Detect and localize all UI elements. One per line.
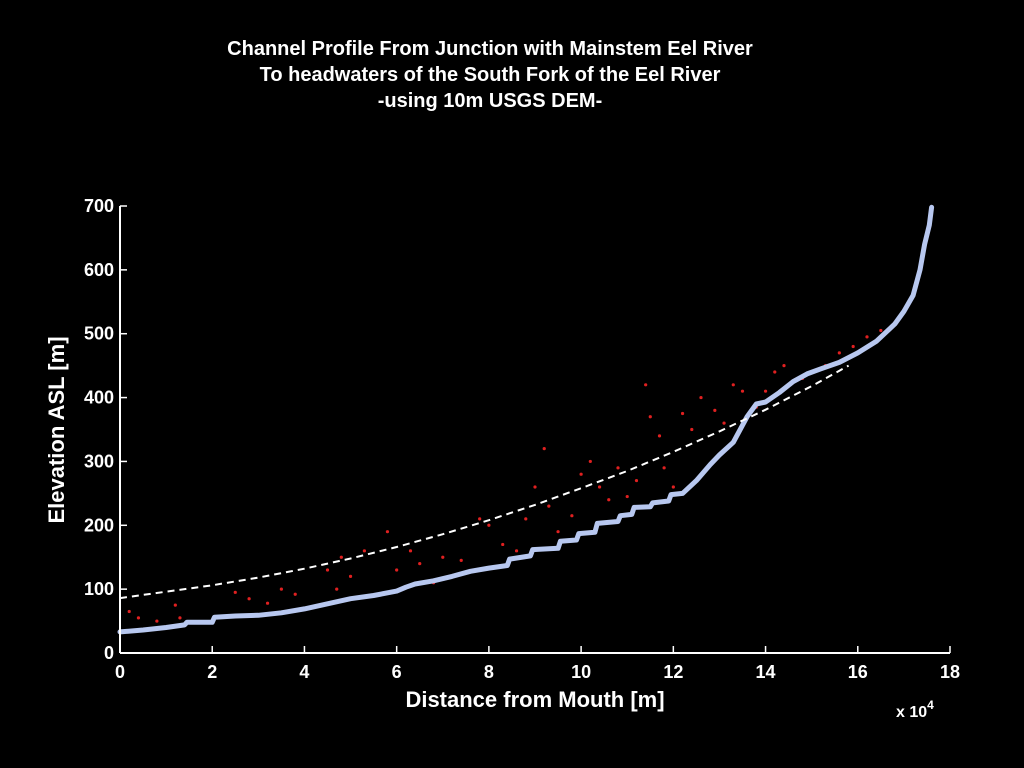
elevation-point [662,466,666,470]
title-line-2: To headwaters of the South Fork of the E… [259,64,721,86]
elevation-point [459,558,463,563]
elevation-point [418,562,422,566]
axes: 0 2 4 6 8 10 12 14 16 18 0 100 200 300 400 500 600 700 [84,196,960,682]
elevation-point [588,459,592,464]
x-tick-label: 18 [940,662,960,682]
elevation-point [178,616,182,620]
x-tick-label: 12 [663,662,683,682]
elevation-point [634,478,639,483]
x-tick-label: 8 [484,662,494,682]
y-tick-label: 300 [84,451,114,471]
elevation-point [713,408,717,412]
elevation-point [173,603,177,607]
elevation-point [265,601,270,605]
elevation-point [339,555,343,559]
x-tick-label: 10 [571,662,591,682]
elevation-point [136,616,141,620]
channel-profile-line [117,204,935,635]
elevation-point [699,395,703,400]
elevation-point [625,494,629,499]
elevation-point [740,389,745,393]
elevation-point [579,472,583,476]
y-tick-label: 0 [104,643,114,663]
elevation-point [514,549,519,553]
x-tick-label: 14 [756,662,776,682]
elevation-point [247,597,251,601]
elevation-point [773,370,777,374]
x-tick-label: 16 [848,662,868,682]
elevation-point [542,447,546,451]
elevation-points [127,328,883,623]
elevation-point [501,542,505,547]
y-tick-label: 200 [84,515,114,535]
elevation-point [671,485,675,489]
elevation-point [441,555,445,559]
elevation-point [395,568,399,572]
profile-lines [117,204,935,635]
x-axis-label: Distance from Mouth [m] [405,687,664,712]
elevation-point [607,498,611,502]
elevation-point [293,592,297,596]
y-tick-label: 100 [84,579,114,599]
elevation-point [570,514,574,518]
elevation-point [547,504,551,508]
y-tick-label: 500 [84,324,114,344]
elevation-point [335,587,339,591]
elevation-point [722,421,726,425]
elevation-point [533,485,537,489]
elevation-point [233,590,237,594]
elevation-point [597,485,602,489]
elevation-point [851,344,855,349]
x-tick-label: 2 [207,662,217,682]
chart-title: Channel Profile From Junction with Mains… [0,36,980,114]
elevation-point [348,574,353,578]
x-tick-label: 0 [115,662,125,682]
elevation-point [837,351,841,355]
elevation-point [865,335,869,339]
y-tick-label: 700 [84,196,114,216]
elevation-point [690,427,694,432]
y-axis-label: Elevation ASL [m] [44,336,69,523]
title-line-1: Channel Profile From Junction with Mains… [227,38,753,60]
elevation-point [408,549,413,553]
elevation-point [657,434,662,438]
y-tick-label: 600 [84,260,114,280]
x-tick-label: 6 [392,662,402,682]
elevation-point [362,549,366,553]
fit-curve-dashed [119,364,850,600]
elevation-point [127,609,131,614]
elevation-point [385,530,390,534]
elevation-point [279,587,283,591]
elevation-point [879,328,883,333]
elevation-point [478,517,482,521]
x-tick-label: 4 [299,662,309,682]
elevation-point [763,389,768,393]
y-tick-label: 400 [84,388,114,408]
elevation-point [325,568,330,572]
elevation-point [556,530,560,534]
elevation-point [782,364,786,368]
elevation-point [644,383,648,387]
elevation-point [524,517,528,521]
x-multiplier-exponent: 4 [927,698,934,712]
x-multiplier-base: x 10 [896,704,927,721]
elevation-point [731,383,735,387]
x-multiplier-label: x 104 [896,698,934,721]
elevation-point [648,415,652,419]
elevation-point [680,411,685,416]
elevation-point [616,466,620,470]
elevation-point [487,523,491,527]
elevation-point [155,619,159,623]
title-line-3: -using 10m USGS DEM- [377,90,603,112]
